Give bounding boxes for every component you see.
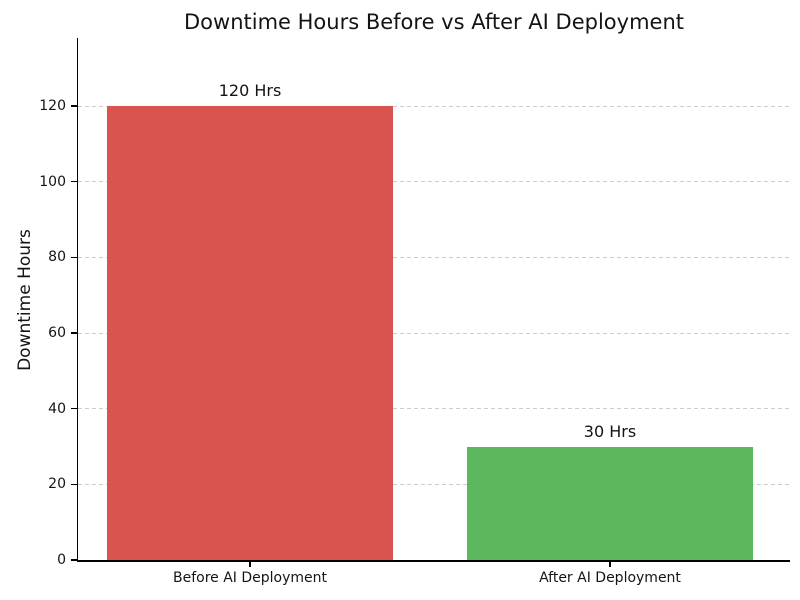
y-tick-mark-60 — [70, 332, 77, 334]
chart-title: Downtime Hours Before vs After AI Deploy… — [184, 10, 684, 34]
y-tick-label-0: 0 — [57, 552, 66, 568]
y-tick-label-60: 60 — [48, 325, 66, 342]
bar-0 — [107, 106, 393, 560]
plot-area: 120 Hrs 30 Hrs — [78, 38, 790, 560]
y-tick-label-100: 100 — [39, 173, 66, 190]
y-tick-label-40: 40 — [48, 400, 66, 417]
gridline-y40 — [78, 408, 790, 410]
y-axis-spine — [76, 38, 78, 562]
x-tick-mark-1 — [609, 561, 611, 567]
x-tick-label-0: Before AI Deployment — [172, 570, 327, 586]
bar-value-label-1: 30 Hrs — [583, 421, 637, 441]
y-tick-mark-120 — [70, 105, 77, 107]
y-tick-mark-0 — [70, 559, 77, 561]
gridline-y100 — [78, 181, 790, 183]
gridline-y20 — [78, 483, 790, 485]
y-tick-mark-40 — [70, 407, 77, 410]
y-tick-mark-100 — [70, 180, 77, 183]
y-tick-label-120: 120 — [39, 98, 66, 115]
bar-value-label-0: 120 Hrs — [218, 81, 282, 101]
x-axis-spine — [76, 560, 790, 562]
y-tick-label-80: 80 — [48, 249, 66, 266]
gridline-y60 — [78, 332, 790, 334]
y-tick-label-20: 20 — [48, 476, 66, 493]
y-tick-mark-20 — [70, 483, 77, 486]
gridline-y80 — [78, 256, 790, 258]
y-tick-mark-80 — [70, 256, 77, 259]
bar-1 — [467, 446, 753, 560]
x-tick-mark-0 — [249, 561, 251, 567]
x-tick-label-1: After AI Deployment — [539, 570, 681, 586]
gridline-y120 — [78, 105, 790, 107]
